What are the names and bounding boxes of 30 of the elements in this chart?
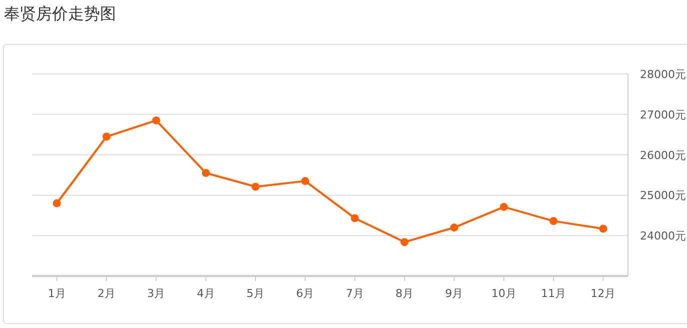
point	[252, 182, 260, 191]
point	[400, 238, 408, 246]
x-tick-label: 2月	[98, 287, 116, 300]
y-tick-label: 25000元	[640, 189, 686, 202]
x-tick-label: 5月	[246, 287, 264, 300]
x-tick-label: 4月	[196, 287, 215, 300]
point	[450, 224, 458, 232]
point	[599, 224, 608, 233]
x-tick-label: 11月	[541, 287, 566, 300]
y-tick-label: 26000元	[640, 148, 686, 162]
point	[102, 132, 110, 141]
point	[500, 202, 508, 211]
point	[152, 116, 160, 124]
point	[202, 168, 210, 177]
x-tick-label: 10月	[491, 287, 516, 300]
x-tick-label: 1月	[48, 287, 66, 300]
x-tick-label: 3月	[147, 287, 166, 300]
y-tick-label: 27000元	[640, 108, 686, 122]
y-tick-label: 24000元	[640, 230, 686, 243]
point	[550, 217, 558, 226]
point	[52, 199, 61, 208]
x-tick-label: 8月	[396, 287, 414, 300]
y-tick-label: 28000元	[640, 68, 686, 81]
x-tick-label: 6月	[296, 287, 314, 300]
point	[350, 214, 359, 222]
x-tick-label: 9月	[445, 287, 464, 300]
chart-title: 奉贤房价走势图	[4, 4, 116, 25]
point	[301, 177, 310, 186]
x-tick-label: 12月	[590, 287, 616, 300]
x-tick-label: 7月	[346, 287, 364, 300]
